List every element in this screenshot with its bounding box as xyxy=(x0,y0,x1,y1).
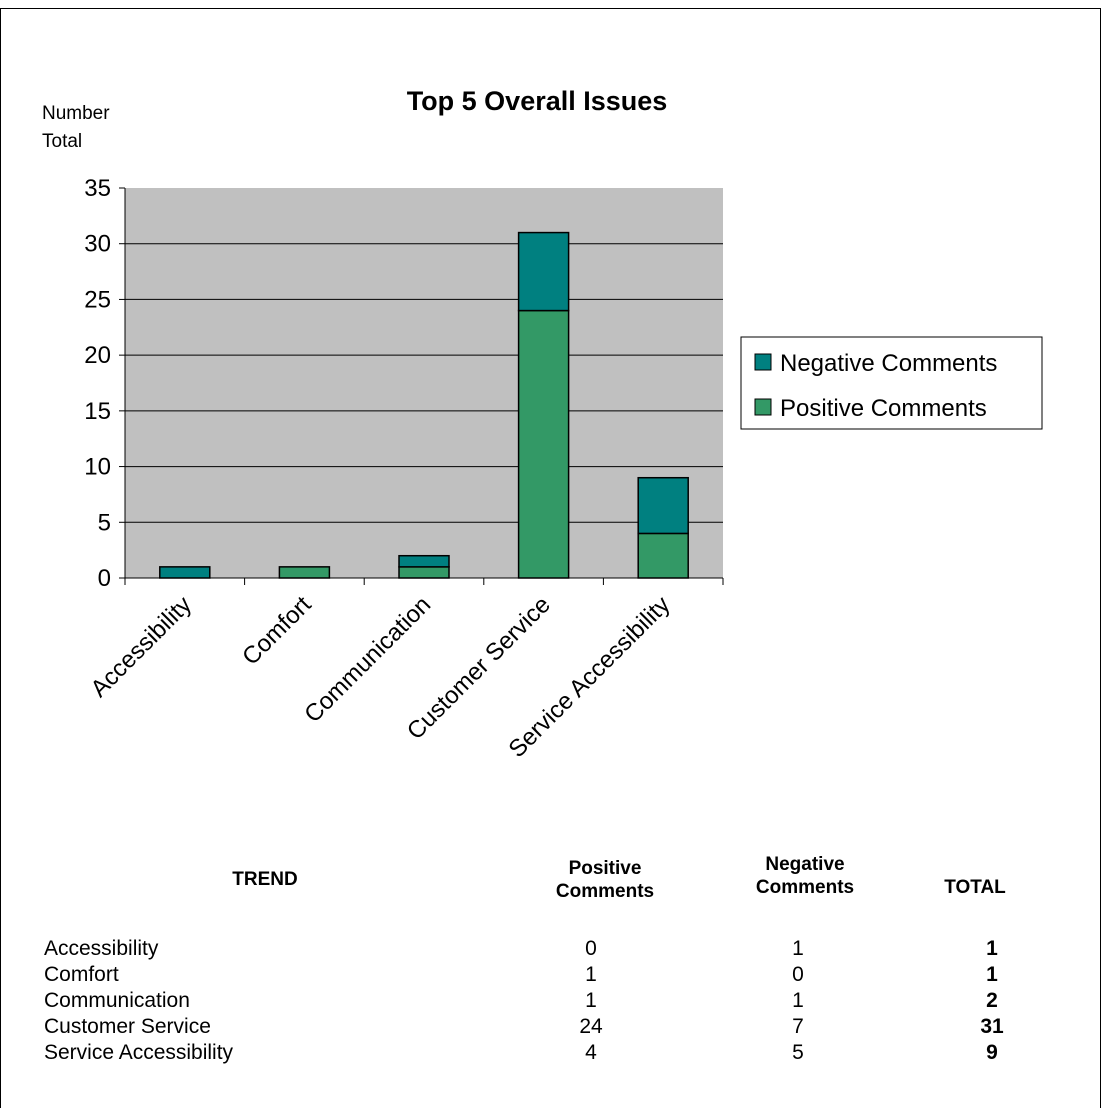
table-cell-trend: Comfort xyxy=(44,963,119,986)
y-tick-label: 35 xyxy=(84,175,111,202)
table-cell-total: 9 xyxy=(986,1041,998,1064)
gridlines xyxy=(125,243,723,523)
legend: Negative Comments Positive Comments xyxy=(740,336,1043,430)
y-tick-label: 20 xyxy=(84,342,111,369)
table-cell-negative: 1 xyxy=(792,937,804,960)
legend-swatch-positive xyxy=(754,398,772,416)
y-tick-label: 30 xyxy=(84,231,111,258)
x-tick-label: Communication xyxy=(299,591,436,728)
table-header-positive-line2: Comments xyxy=(555,881,655,902)
bars xyxy=(159,231,689,579)
table-cell-total: 1 xyxy=(986,963,998,986)
page-frame xyxy=(0,8,1101,1108)
table-cell-positive: 4 xyxy=(585,1041,597,1064)
y-axis-label-line2: Total xyxy=(42,131,82,152)
table-cell-positive: 1 xyxy=(585,989,597,1012)
legend-box xyxy=(740,336,1043,430)
table-cell-positive: 24 xyxy=(579,1015,603,1038)
bar-negative-accessibility xyxy=(159,566,211,579)
table-cell-negative: 5 xyxy=(792,1041,804,1064)
x-tick-label: Comfort xyxy=(237,591,317,671)
table-header-negative-line2: Comments xyxy=(755,877,855,898)
table-cell-trend: Accessibility xyxy=(44,937,159,960)
table-cell-total: 2 xyxy=(986,989,998,1012)
table-cell-negative: 7 xyxy=(792,1015,804,1038)
bar-positive-service-accessibility xyxy=(637,532,689,579)
table-cell-negative: 0 xyxy=(792,963,804,986)
chart: Top 5 Overall Issues Number Total 0 5 10 15… xyxy=(42,86,1043,763)
table-cell-trend: Service Accessibility xyxy=(44,1041,234,1064)
table-header-positive: Positive Comments xyxy=(540,857,670,903)
bar-negative-customer-service xyxy=(517,231,570,312)
y-tick-label: 10 xyxy=(84,454,111,481)
x-tick-label: Accessibility xyxy=(86,591,198,703)
table-header-total: TOTAL xyxy=(944,877,1006,898)
table-cell-positive: 1 xyxy=(585,963,597,986)
legend-label-negative: Negative Comments xyxy=(780,350,997,377)
bar-negative-communication xyxy=(398,554,450,568)
table-cell-trend: Customer Service xyxy=(44,1015,211,1038)
bar-positive-comfort xyxy=(278,566,331,579)
chart-title: Top 5 Overall Issues xyxy=(407,86,668,116)
y-tick-label: 25 xyxy=(84,286,111,313)
plot-area xyxy=(125,188,723,578)
table-cell-negative: 1 xyxy=(792,989,804,1012)
table-cell-trend: Communication xyxy=(44,989,190,1012)
legend-swatch-negative xyxy=(754,353,772,371)
table-cell-total: 1 xyxy=(986,937,998,960)
table-cell-positive: 0 xyxy=(585,937,597,960)
table-header-positive-line1: Positive xyxy=(568,858,642,879)
table-header-negative: Negative Comments xyxy=(740,853,870,899)
bar-negative-service-accessibility xyxy=(637,476,689,535)
legend-label-positive: Positive Comments xyxy=(780,395,987,422)
y-tick-label: 0 xyxy=(98,565,111,592)
table-header-trend: TREND xyxy=(232,869,298,890)
y-tick-label: 5 xyxy=(98,509,111,536)
table-cell-total: 31 xyxy=(980,1015,1004,1038)
bar-positive-communication xyxy=(398,566,450,579)
y-tick-label: 15 xyxy=(84,398,111,425)
bar-positive-customer-service xyxy=(517,309,570,579)
y-axis-label-line1: Number xyxy=(42,103,110,124)
table-header-negative-line1: Negative xyxy=(765,854,845,875)
